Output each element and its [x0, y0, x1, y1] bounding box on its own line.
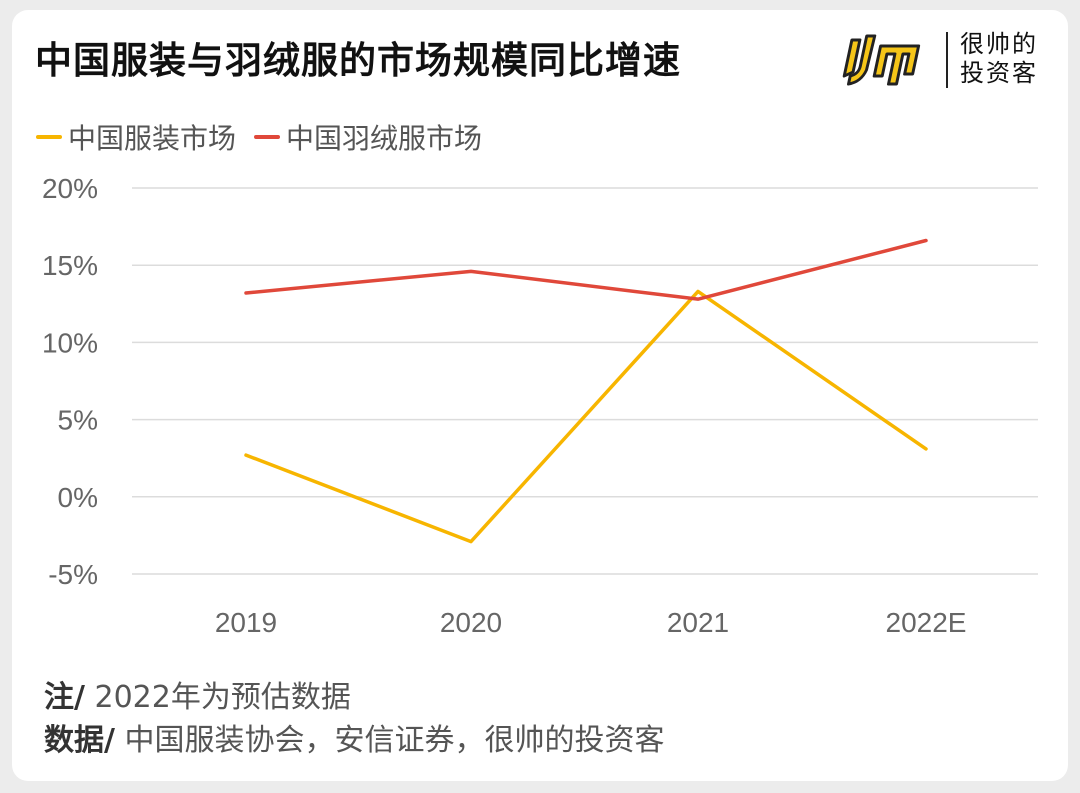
brand-mark-icon [842, 34, 921, 86]
x-tick-label: 2021 [667, 607, 729, 638]
y-tick-label: -5% [48, 559, 98, 590]
footnotes: 注/ 2022年为预估数据 数据/ 中国服装协会，安信证券，很帅的投资客 [44, 676, 665, 762]
chart-title: 中国服装与羽绒服的市场规模同比增速 [35, 39, 681, 82]
brand-name-line1: 很帅的 [960, 30, 1038, 58]
x-tick-label: 2019 [215, 607, 277, 638]
y-tick-label: 5% [58, 405, 98, 436]
source-text: 中国服装协会，安信证券，很帅的投资客 [114, 723, 665, 758]
legend-label-down-jacket: 中国羽绒服市场 [286, 122, 483, 155]
note-line: 注/ 2022年为预估数据 [44, 676, 665, 719]
y-tick-label: 10% [42, 327, 98, 358]
legend-swatch-down-jacket [254, 135, 281, 139]
y-tick-label: 15% [42, 250, 98, 281]
logo-divider [946, 32, 948, 88]
brand-name-line2: 投资客 [960, 59, 1038, 87]
note-lead: 注/ [44, 680, 85, 715]
legend-label-apparel: 中国服装市场 [68, 122, 237, 155]
brand-name: 很帅的 投资客 [960, 30, 1038, 88]
y-tick-label: 0% [58, 482, 98, 513]
series-line-1 [244, 238, 928, 301]
x-tick-label: 2022E [886, 607, 967, 638]
brand-logo: 很帅的 投资客 [838, 26, 1060, 92]
series-line-0 [244, 289, 928, 544]
legend-item-apparel: 中国服装市场 [36, 117, 236, 157]
note-text: 2022年为预估数据 [84, 680, 351, 715]
source-line: 数据/ 中国服装协会，安信证券，很帅的投资客 [44, 719, 665, 762]
legend-swatch-apparel [36, 135, 62, 139]
legend-item-down-jacket: 中国羽绒服市场 [254, 117, 482, 157]
chart-card [12, 10, 1068, 781]
x-tick-label: 2020 [440, 607, 502, 638]
chart-legend: 中国服装市场 中国羽绒服市场 [36, 117, 500, 157]
source-lead: 数据/ [44, 723, 115, 758]
y-tick-label: 20% [42, 173, 98, 204]
